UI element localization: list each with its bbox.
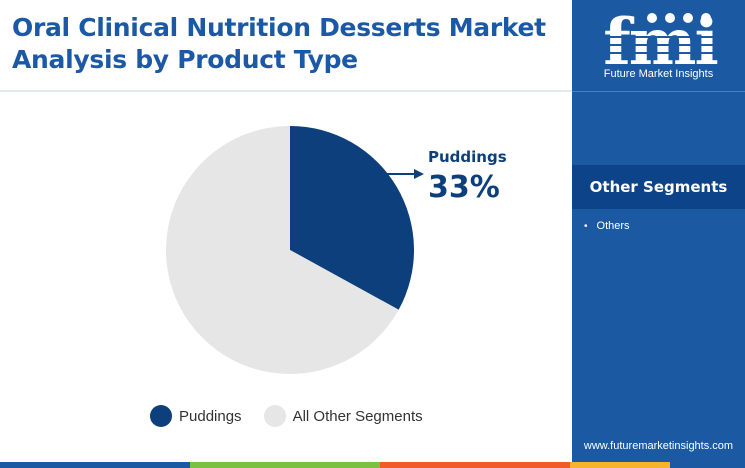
legend-swatch-other [263,405,286,427]
legend-item-puddings: Puddings [150,405,242,427]
logo-dots [647,13,711,23]
fmi-logo: fmi [596,6,724,80]
bottom-color-bar [0,462,745,468]
logo-stripes [596,36,724,54]
bottom-bar-segment [570,462,670,468]
page-title: Oral Clinical Nutrition Desserts Market … [12,12,572,76]
fmi-logo-letters: fmi [603,6,717,80]
title-divider [0,90,572,92]
pie-chart [165,126,424,374]
bottom-bar-segment [670,462,745,468]
logo-caption: Future Market Insights [603,68,714,80]
bottom-bar-segment [0,462,190,468]
bottom-bar-segment [190,462,380,468]
callout-value: 33% [428,170,500,205]
pie-slice-all-other-segments [165,126,399,374]
other-segments-heading: Other Segments [589,178,728,196]
callout-arrow [387,169,424,179]
pie-slices [165,126,414,374]
legend-swatch-puddings [150,405,172,427]
sidebar-heading-band [572,165,745,209]
page-title-line-1: Oral Clinical Nutrition Desserts Market [12,13,546,42]
callout-label: Puddings [428,148,507,166]
website-url: www.futuremarketinsights.com [583,440,734,452]
list-item: Others [584,219,630,234]
other-segments-list: Others [584,219,630,234]
legend-item-other: All Other Segments [263,405,423,427]
pie-slice-puddings [290,126,414,310]
bottom-bar-segment [380,462,570,468]
sidebar-divider [572,91,745,92]
page-title-line-2: Analysis by Product Type [12,45,358,74]
legend-label: Puddings [179,407,242,425]
chart-legend: Puddings All Other Segments [150,404,445,428]
legend-label: All Other Segments [292,407,423,425]
sidebar-panel: fmi Future Market Insights Other Segment… [572,0,745,462]
